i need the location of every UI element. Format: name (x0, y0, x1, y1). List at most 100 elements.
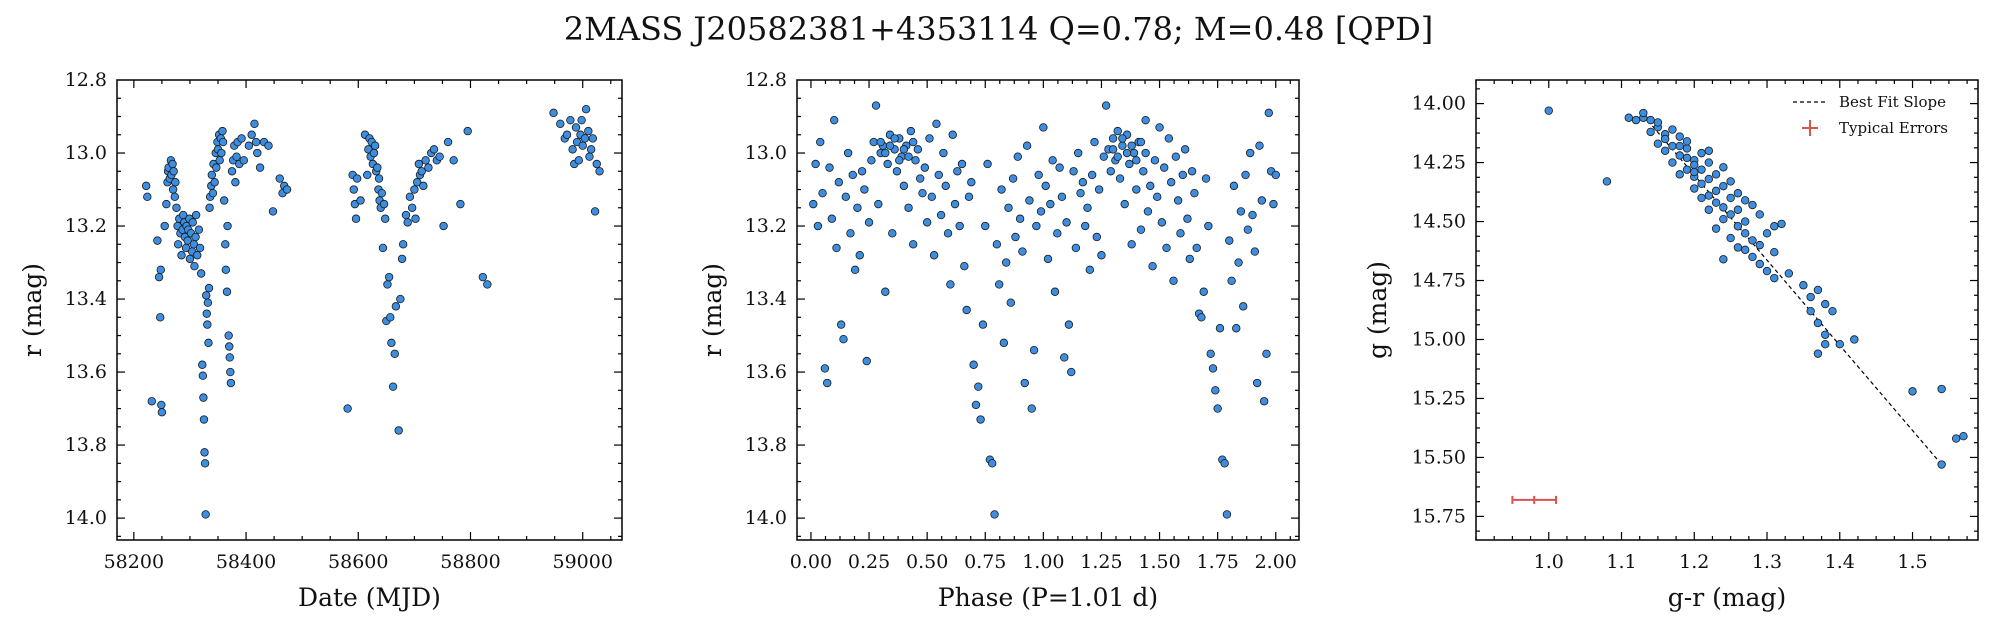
data-point (237, 134, 246, 143)
data-point (1675, 141, 1684, 151)
data-point (218, 137, 228, 147)
y-tick-label: 14.0 (65, 507, 107, 529)
data-point (876, 137, 885, 147)
data-point (574, 156, 583, 165)
data-point (953, 167, 962, 176)
data-point (188, 218, 197, 227)
data-point (549, 108, 558, 118)
data-point (429, 145, 439, 154)
data-point (1169, 276, 1178, 285)
data-point (379, 199, 389, 209)
data-point (1180, 145, 1190, 154)
data-point (1908, 387, 1917, 396)
data-point (1153, 192, 1162, 202)
x-tick-label: 58600 (328, 551, 388, 573)
data-point (869, 137, 878, 147)
data-point (435, 152, 444, 161)
data-point (388, 382, 398, 391)
data-point (881, 287, 890, 296)
data-point (992, 240, 1002, 249)
data-point (1770, 248, 1779, 257)
data-point (1120, 199, 1129, 209)
data-point (221, 265, 231, 275)
data-point (1821, 299, 1830, 309)
data-point (1125, 159, 1134, 169)
data-point (874, 199, 883, 209)
data-point (1835, 340, 1844, 349)
data-point (1092, 232, 1102, 242)
data-point (351, 214, 361, 223)
data-point (407, 203, 417, 212)
scatter-panel-2: 0.00 0.25 0.50 0.75 1.00 1.25 1.50 1.75 2.00 12.8… (698, 69, 1300, 612)
data-point (410, 185, 419, 194)
data-point (1236, 207, 1246, 216)
data-point (1222, 510, 1232, 519)
data-point (1257, 196, 1267, 205)
data-point (841, 192, 851, 202)
data-point (825, 163, 834, 172)
data-point (890, 134, 899, 143)
data-point (1755, 210, 1764, 219)
data-point (1755, 240, 1764, 250)
data-point (592, 159, 601, 169)
data-point (848, 170, 857, 180)
data-point (1682, 144, 1692, 153)
data-point (1164, 134, 1174, 143)
data-point (194, 225, 204, 234)
plot-frame (796, 79, 1300, 541)
data-point (1806, 292, 1815, 302)
data-point (997, 185, 1006, 194)
data-point (1018, 247, 1027, 256)
data-point (225, 342, 234, 351)
data-point (1227, 276, 1236, 285)
data-point (843, 148, 853, 158)
data-point (1050, 287, 1060, 296)
x-tick-label: 2.00 (1255, 551, 1297, 573)
data-point (918, 188, 927, 198)
data-point (1062, 218, 1071, 227)
data-point (183, 236, 192, 245)
data-point (1190, 188, 1199, 198)
data-point (960, 261, 969, 271)
data-point (443, 137, 453, 147)
data-point (1813, 285, 1823, 295)
data-point (904, 203, 913, 212)
data-point (1711, 186, 1721, 196)
data-point (1770, 273, 1779, 283)
data-point (1083, 203, 1092, 212)
y-tick-label: 13.8 (65, 434, 107, 456)
data-point (1250, 247, 1260, 256)
data-point (1234, 258, 1243, 267)
y-tick-label: 13.6 (65, 361, 107, 383)
data-point (1245, 148, 1255, 158)
data-point (588, 134, 598, 143)
data-point (1951, 434, 1961, 443)
data-point (264, 141, 273, 150)
data-point (250, 119, 259, 129)
data-point (356, 196, 365, 205)
data-point (232, 152, 241, 161)
data-point (141, 181, 151, 191)
data-point (971, 400, 981, 410)
data-point (1087, 170, 1097, 180)
data-point (1232, 324, 1241, 333)
data-point (1704, 191, 1714, 200)
data-point (927, 192, 936, 202)
data-point (396, 294, 405, 304)
data-point (1675, 132, 1684, 141)
data-point (157, 408, 167, 417)
data-point (1027, 404, 1036, 413)
data-point (1201, 174, 1211, 183)
data-point (983, 159, 992, 169)
data-point (1704, 158, 1714, 167)
data-point (832, 243, 841, 253)
data-point (195, 243, 205, 253)
data-point (1748, 252, 1757, 262)
scatter-panel-3: 1.0 1.1 1.2 1.3 1.4 1.5 14.00 14.25 14.50 14.75 15… (1363, 79, 1979, 612)
data-point (1668, 125, 1677, 134)
y-tick-label: 15.25 (1412, 387, 1466, 409)
data-point (1080, 221, 1090, 231)
data-point (218, 126, 227, 136)
scatter-panel-1: 58200 58400 58600 58800 59000 12.8 13.0 13.2 13.… (18, 69, 623, 612)
data-point (227, 167, 237, 176)
